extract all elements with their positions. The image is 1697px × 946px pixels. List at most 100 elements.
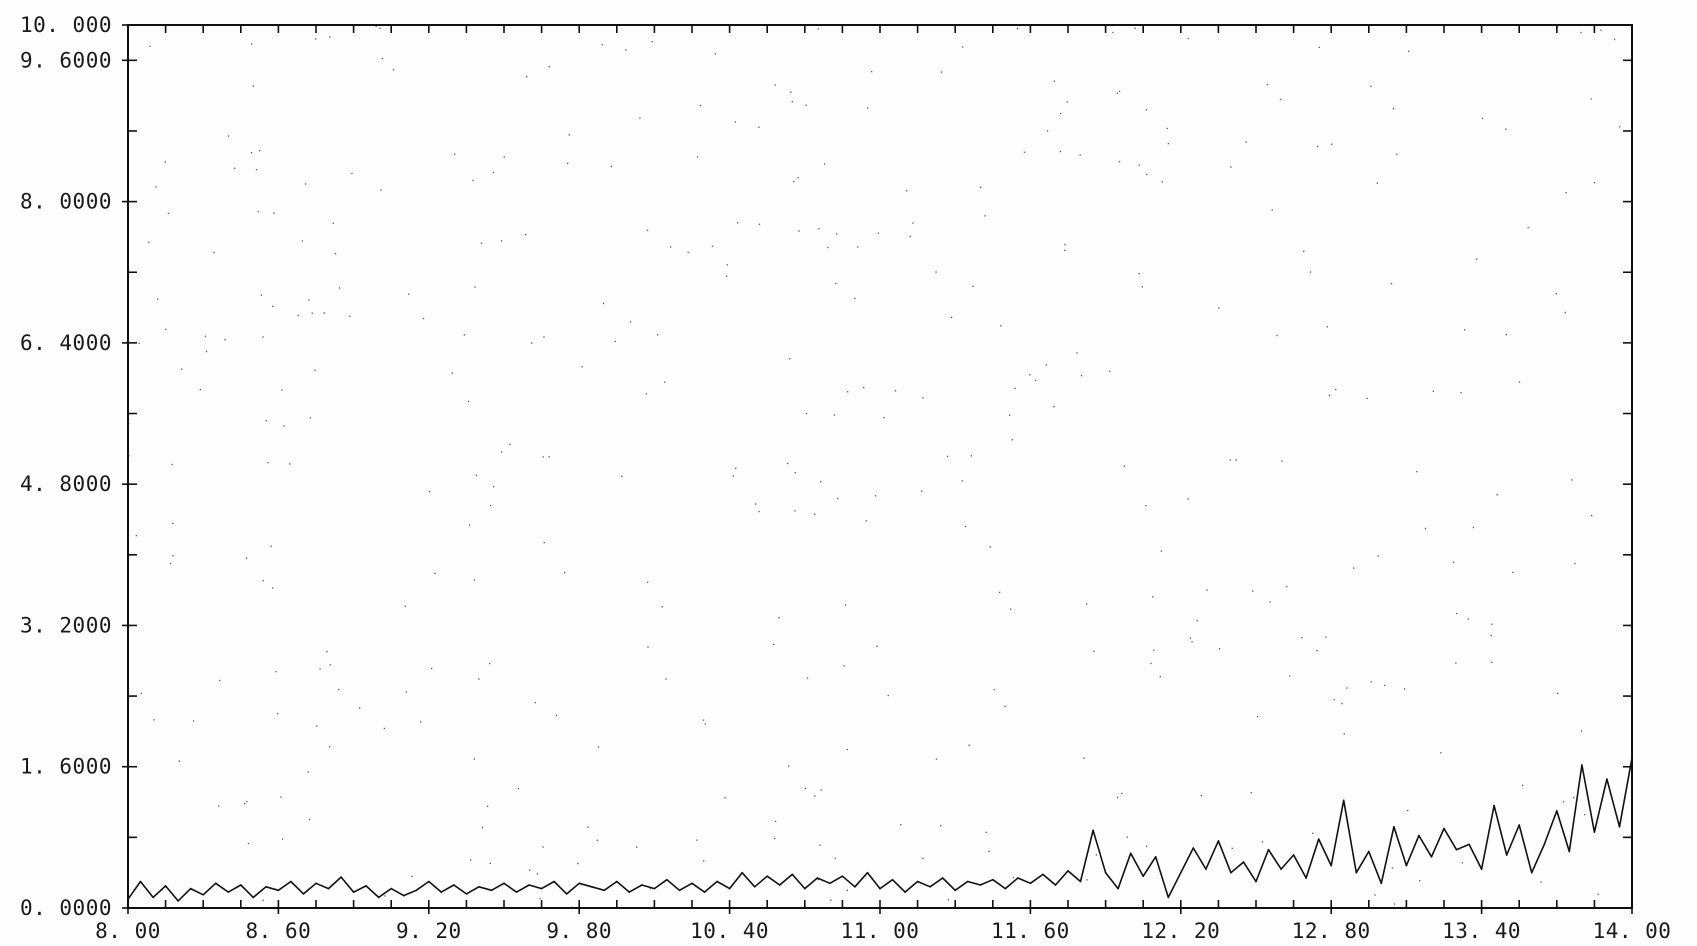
scan-speckle [568,134,570,136]
scan-speckle [1189,637,1191,639]
x-tick-label: 12. 20 [1141,919,1220,943]
scan-speckle [251,43,253,45]
scan-speckle [165,328,167,331]
scan-speckle [472,179,474,182]
scan-speckle [984,215,986,217]
scan-speckle [323,312,325,314]
scan-speckle [138,342,140,344]
y-tick-label: 9. 6000 [20,48,112,72]
scan-speckle [843,665,845,667]
data-point [1418,834,1420,837]
scan-speckle [1289,675,1291,677]
scan-speckle [1279,98,1282,101]
scan-speckle [711,245,714,247]
scan-speckle [876,645,878,647]
scan-speckle [1574,562,1576,565]
data-point [979,884,982,886]
scan-speckle [1138,273,1140,275]
scan-speckle [1491,661,1493,663]
data-point [465,893,468,895]
scan-speckle [489,862,491,864]
scan-speckle [486,805,489,807]
scan-speckle [863,387,865,389]
scan-speckle [283,425,285,427]
data-point [1292,854,1295,856]
data-point [365,885,367,887]
data-point [240,884,242,886]
scan-speckle [1309,271,1312,273]
scan-speckle [661,606,663,608]
data-point [277,889,280,892]
scan-speckle [1424,527,1427,530]
scan-speckle [875,495,877,497]
scan-speckle [947,899,950,901]
data-point [1217,840,1220,842]
scan-speckle [935,271,937,273]
scan-speckle [1407,809,1409,812]
data-point [653,887,656,890]
scan-speckle [704,723,706,725]
scan-speckle [1580,730,1583,732]
scan-speckle [199,389,201,391]
scan-speckle [1416,471,1418,473]
scan-speckle [867,107,869,109]
scan-speckle [259,150,261,152]
scan-speckle [219,679,221,682]
data-point [453,884,455,886]
scan-speckle [267,461,269,464]
scan-speckle [972,285,974,288]
data-point [428,880,430,883]
scan-speckle [326,651,328,653]
scan-speckle [935,758,938,760]
scan-speckle [489,504,492,507]
data-point [528,884,530,886]
scan-speckle [993,688,995,691]
scan-speckle [1505,334,1507,336]
scan-speckle [543,336,545,338]
scan-speckle [542,846,544,848]
data-point [954,889,956,892]
data-point [139,880,142,883]
scan-speckle [1540,881,1542,883]
scan-speckle [429,491,431,493]
data-point [1380,882,1383,885]
data-point [1518,824,1520,826]
scan-speckle [621,475,623,477]
scan-speckle [1476,258,1478,260]
data-point [553,880,555,883]
scan-speckle [1600,29,1602,31]
scan-speckle [814,795,816,797]
scan-speckle [171,463,173,466]
scan-speckle [1464,329,1466,331]
data-point [1029,882,1032,885]
scan-speckle [1374,894,1376,896]
data-point [1430,856,1433,858]
data-point [327,887,330,890]
scan-speckle [669,246,672,248]
scan-speckle [539,897,541,900]
x-tick-label: 10. 40 [690,919,769,943]
x-tick-label: 11. 60 [991,919,1070,943]
scan-speckle [297,314,299,316]
data-point [1618,826,1621,828]
data-point [390,887,393,890]
scan-speckle [946,455,949,457]
scan-speckle [1086,879,1088,881]
scan-speckle [1597,893,1599,895]
scan-speckle [797,177,799,179]
scan-speckle [1392,108,1395,110]
scan-speckle [167,212,170,214]
scan-speckle [529,869,531,871]
scan-speckle [474,286,476,288]
scan-speckle [833,414,835,416]
data-point [879,887,881,890]
data-point [1505,854,1508,856]
scan-speckle [1146,173,1148,176]
scan-speckle [273,212,275,214]
data-point [778,884,781,886]
data-point [1242,861,1245,863]
data-point [716,880,718,883]
scan-speckle [1505,128,1507,130]
data-point [753,886,756,888]
data-point [377,896,380,899]
